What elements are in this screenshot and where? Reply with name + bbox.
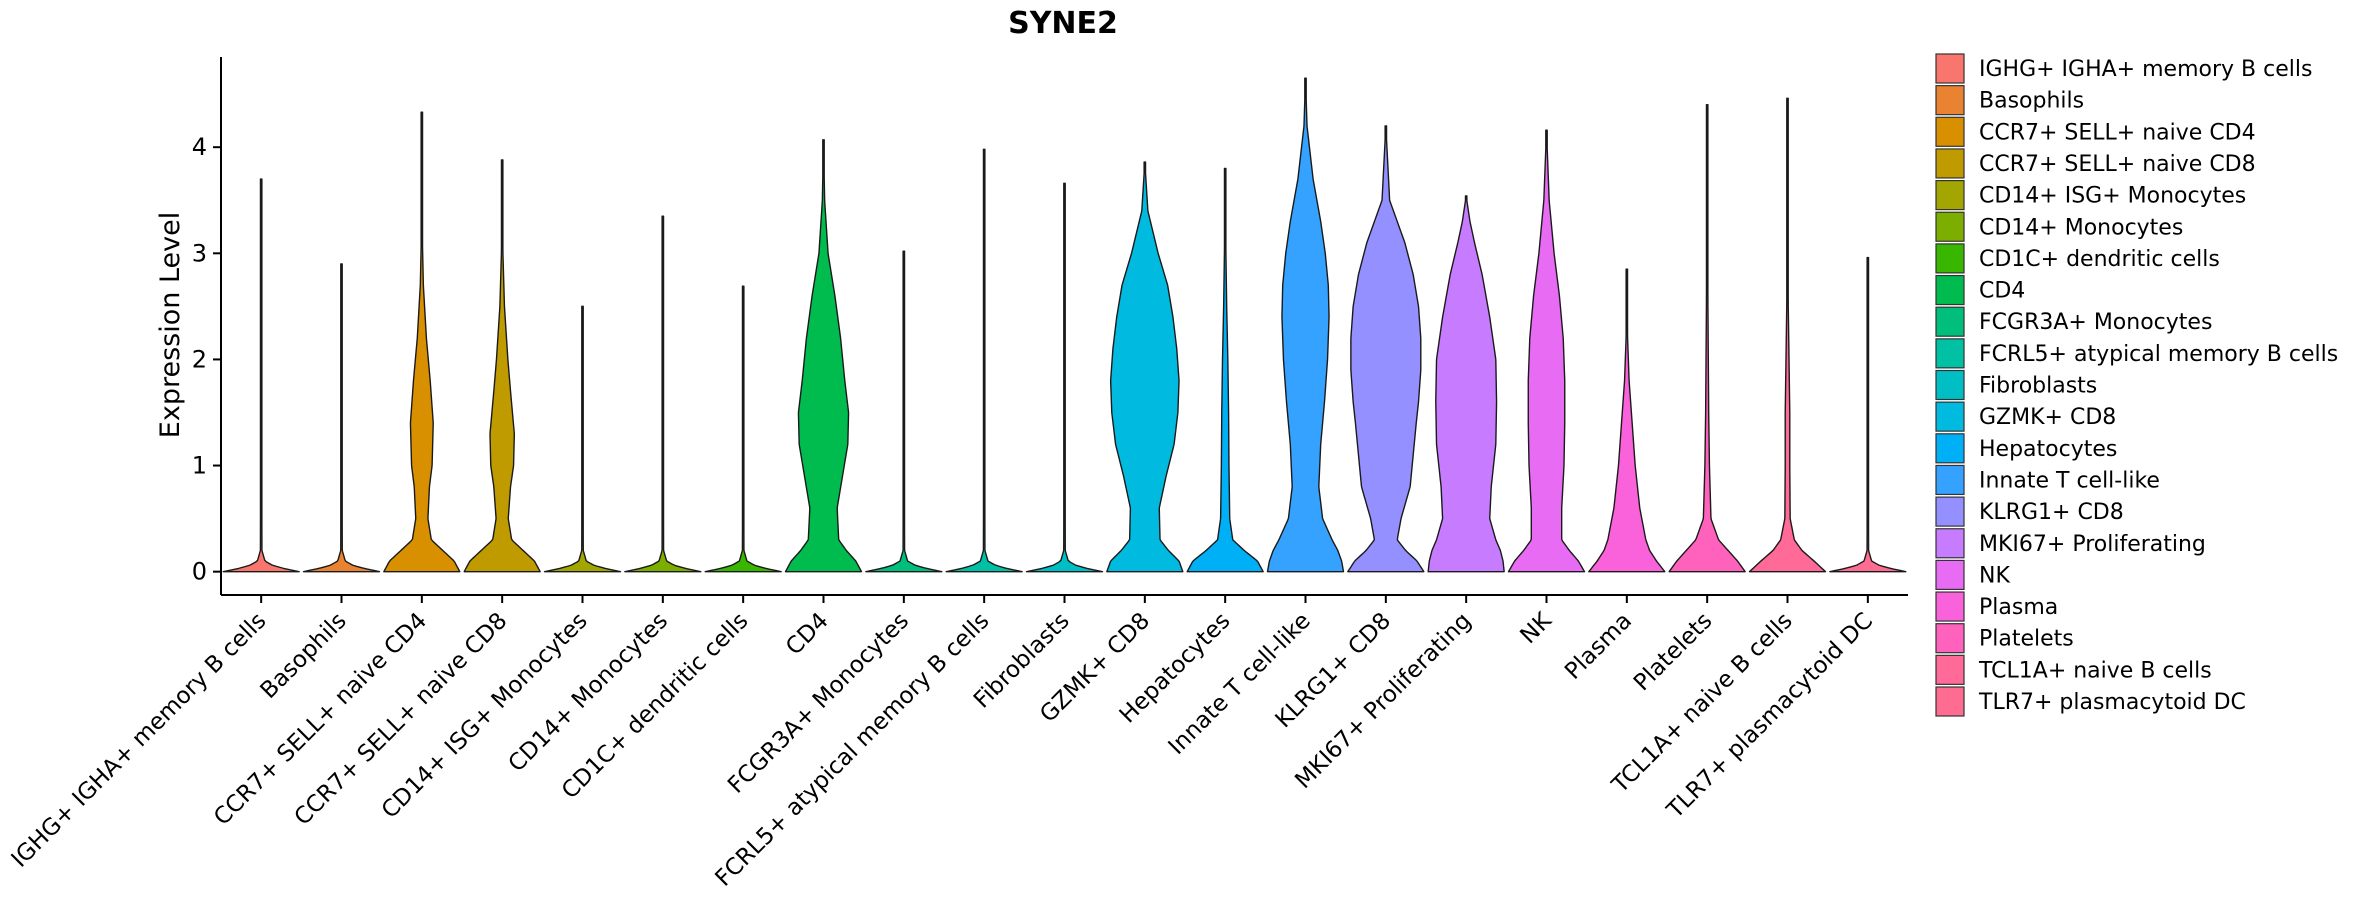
legend-label: KLRG1+ CD8 xyxy=(1979,500,2124,525)
legend-swatch xyxy=(1935,148,1965,179)
violin-21 xyxy=(1829,256,1907,573)
legend-swatch xyxy=(1935,559,1965,591)
legend-swatch xyxy=(1935,338,1965,369)
violin-1 xyxy=(222,178,300,573)
legend-label: MKI67+ Proliferating xyxy=(1979,532,2206,557)
violin-3 xyxy=(383,111,461,573)
legend-swatch xyxy=(1935,464,1965,496)
legend-swatch xyxy=(1935,116,1965,147)
violin-17 xyxy=(1507,129,1586,573)
violin-5 xyxy=(543,305,622,573)
legend-label: IGHG+ IGHA+ memory B cells xyxy=(1979,57,2312,82)
violin-14 xyxy=(1266,77,1345,573)
legend-label: Basophils xyxy=(1979,89,2084,114)
violin-11 xyxy=(1025,182,1104,573)
y-tick-label: 2 xyxy=(192,345,207,373)
legend-swatch xyxy=(1935,243,1965,274)
legend-label: TCL1A+ naive B cells xyxy=(1978,658,2212,683)
y-axis-label: Expression Level xyxy=(155,212,186,438)
legend-swatch xyxy=(1935,53,1965,84)
violin-7 xyxy=(704,285,782,573)
legend-label: CD4 xyxy=(1979,279,2025,304)
legend-swatch xyxy=(1935,496,1965,527)
violin-layer xyxy=(222,77,1907,573)
y-tick-label: 4 xyxy=(192,133,207,161)
legend-label: Plasma xyxy=(1979,595,2058,620)
legend-label: CCR7+ SELL+ naive CD4 xyxy=(1979,120,2256,145)
legend-label: CD14+ ISG+ Monocytes xyxy=(1979,184,2246,209)
legend-swatch xyxy=(1935,274,1965,306)
legend-swatch xyxy=(1935,528,1965,559)
violin-8 xyxy=(784,139,863,573)
legend-label: Platelets xyxy=(1979,627,2074,652)
legend-label: Fibroblasts xyxy=(1979,374,2097,399)
violin-9 xyxy=(865,250,943,573)
legend-label: CCR7+ SELL+ naive CD8 xyxy=(1979,152,2256,177)
legend-label: FCGR3A+ Monocytes xyxy=(1979,310,2212,335)
legend-label: GZMK+ CD8 xyxy=(1979,405,2116,430)
violin-16 xyxy=(1427,195,1505,573)
chart-title: SYNE2 xyxy=(1008,6,1118,41)
legend-label: Hepatocytes xyxy=(1979,437,2117,462)
legend-swatch xyxy=(1935,433,1965,464)
legend-swatch xyxy=(1935,369,1965,401)
violin-13 xyxy=(1186,167,1264,573)
legend-swatch xyxy=(1935,211,1965,242)
legend-label: CD14+ Monocytes xyxy=(1979,215,2183,240)
legend-label: NK xyxy=(1979,563,2010,588)
legend-swatch xyxy=(1935,654,1965,685)
violin-6 xyxy=(624,215,702,573)
violin-18 xyxy=(1588,268,1666,573)
legend-swatch xyxy=(1935,686,1965,717)
violin-10 xyxy=(945,148,1023,573)
y-tick-label: 3 xyxy=(192,239,207,267)
legend-label: FCRL5+ atypical memory B cells xyxy=(1979,342,2338,367)
legend-swatch xyxy=(1935,623,1965,654)
legend-label: TLR7+ plasmacytoid DC xyxy=(1978,690,2246,715)
legend-swatch xyxy=(1935,306,1965,337)
violin-4 xyxy=(463,159,541,573)
legend-swatch xyxy=(1935,401,1965,432)
violin-12 xyxy=(1106,161,1184,573)
legend: IGHG+ IGHA+ memory B cells Basophils CCR7+… xyxy=(1935,53,2338,717)
legend-swatch xyxy=(1935,180,1965,211)
violin-15 xyxy=(1347,125,1425,573)
y-tick-label: 0 xyxy=(192,558,207,586)
legend-swatch xyxy=(1935,85,1965,116)
legend-label: CD1C+ dendritic cells xyxy=(1979,247,2220,272)
violin-20 xyxy=(1748,97,1827,573)
legend-label: Innate T cell-like xyxy=(1979,468,2160,493)
legend-swatch xyxy=(1935,591,1965,622)
y-tick-label: 1 xyxy=(192,452,207,480)
violin-2 xyxy=(302,263,381,573)
violin-19 xyxy=(1668,104,1746,573)
